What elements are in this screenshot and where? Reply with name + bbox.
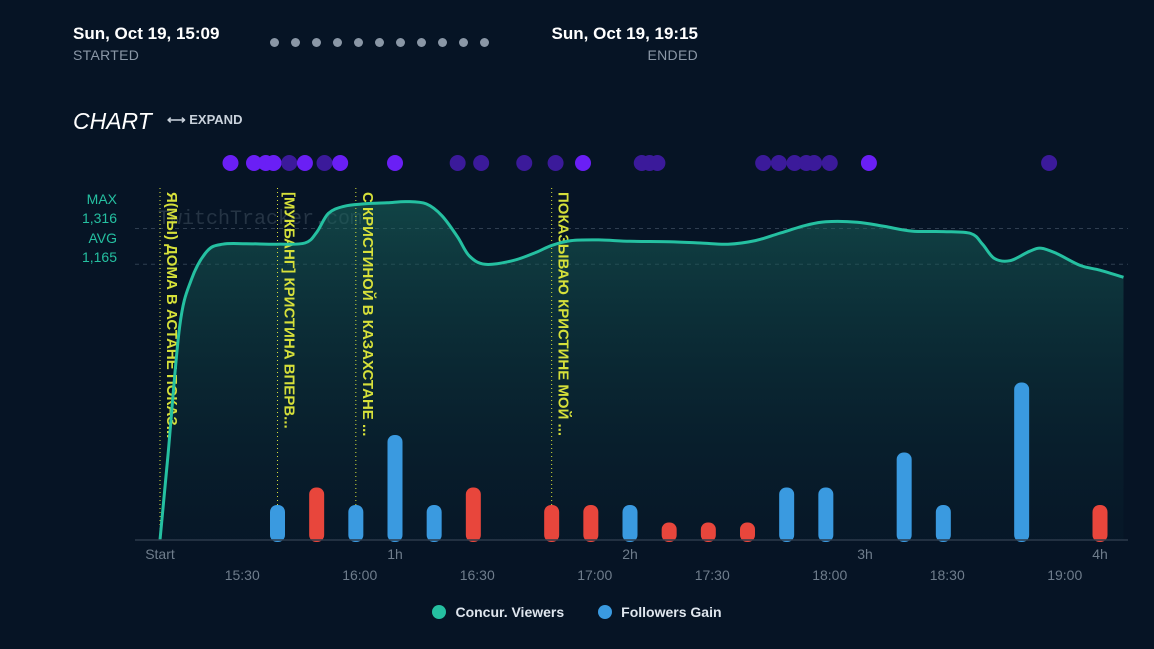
follower-bar-1 xyxy=(270,505,285,542)
follower-bar-2 xyxy=(309,487,325,542)
event-dot-18 xyxy=(755,155,772,171)
event-dot-20 xyxy=(786,155,803,171)
x-tick-16:30: 16:30 xyxy=(460,567,495,583)
avg-label: AVG xyxy=(88,230,117,246)
event-dot-17 xyxy=(649,155,666,171)
follower-bar-14 xyxy=(818,487,834,542)
event-dot-8 xyxy=(332,155,349,171)
follower-bar-11 xyxy=(700,522,716,542)
follower-bar-7 xyxy=(544,505,560,542)
x-tick-4h: 4h xyxy=(1092,546,1108,562)
stream-start: Sun, Oct 19, 15:09 STARTED xyxy=(73,24,219,63)
title-change-4: ПОКАЗЫВАЮ КРИСТИНЕ МОЙ ... xyxy=(555,192,573,436)
start-label: STARTED xyxy=(73,47,140,63)
x-tick-18:30: 18:30 xyxy=(930,567,965,583)
follower-bar-17 xyxy=(1014,382,1030,542)
stream-end: Sun, Oct 19, 19:15 ENDED xyxy=(552,24,698,63)
event-dot-4 xyxy=(265,155,282,171)
legend-viewers-label: Concur. Viewers xyxy=(455,604,565,620)
event-dot-14 xyxy=(575,155,591,171)
timeline-dots xyxy=(270,38,489,47)
end-label: ENDED xyxy=(647,47,698,63)
follower-bar-3 xyxy=(348,505,364,542)
event-dot-9 xyxy=(387,155,403,171)
chart-legend: Concur. Viewers Followers Gain xyxy=(0,604,1154,620)
title-change-3: С КРИСТИНОЙ В КАЗАХСТАНЕ ... xyxy=(359,192,377,436)
event-dot-2 xyxy=(246,155,262,171)
event-dot-25 xyxy=(1041,155,1058,171)
x-tick-15:30: 15:30 xyxy=(225,567,260,583)
event-dot-12 xyxy=(516,155,533,171)
title-change-2: [МУКБАНГ] КРИСТИНА ВПЕРВ... xyxy=(281,192,298,429)
viewers-area xyxy=(160,201,1124,540)
avg-value: 1,165 xyxy=(81,249,117,265)
follower-bar-9 xyxy=(622,505,638,542)
max-label: MAX xyxy=(86,191,117,207)
legend-viewers-swatch xyxy=(432,605,447,619)
follower-bar-4 xyxy=(387,435,403,542)
x-tick-3h: 3h xyxy=(857,546,873,562)
follower-bar-8 xyxy=(583,505,599,542)
legend-followers-swatch xyxy=(598,605,613,619)
follower-bar-10 xyxy=(661,522,677,542)
follower-bar-5 xyxy=(426,505,442,542)
event-dot-24 xyxy=(860,155,877,171)
event-dot-23 xyxy=(821,155,838,171)
expand-button[interactable]: ⟷ EXPAND xyxy=(167,112,243,127)
x-tick-Start: Start xyxy=(145,546,175,562)
follower-bar-18 xyxy=(1092,505,1108,542)
follower-bar-6 xyxy=(465,487,481,542)
follower-bar-13 xyxy=(779,487,795,542)
x-tick-17:30: 17:30 xyxy=(695,567,730,583)
viewers-line xyxy=(158,200,1124,541)
legend-followers[interactable]: Followers Gain xyxy=(598,604,722,620)
event-dot-5 xyxy=(281,155,298,171)
event-dot-6 xyxy=(296,155,313,171)
x-tick-19:00: 19:00 xyxy=(1047,567,1082,583)
event-dot-19 xyxy=(770,155,787,171)
chart-title: CHART xyxy=(73,108,152,134)
follower-bar-16 xyxy=(935,505,951,542)
start-time: Sun, Oct 19, 15:09 xyxy=(73,24,220,43)
event-dot-10 xyxy=(449,155,466,171)
max-value: 1,316 xyxy=(81,210,117,226)
x-tick-16:00: 16:00 xyxy=(342,567,377,583)
follower-bar-12 xyxy=(740,522,755,542)
event-dot-22 xyxy=(806,155,823,171)
event-dot-7 xyxy=(316,155,333,171)
legend-followers-label: Followers Gain xyxy=(621,604,722,620)
legend-viewers[interactable]: Concur. Viewers xyxy=(432,604,564,620)
end-time: Sun, Oct 19, 19:15 xyxy=(551,24,698,43)
watermark: TwitchTracker.com xyxy=(158,208,362,231)
x-tick-18:00: 18:00 xyxy=(812,567,847,583)
event-dot-1 xyxy=(222,155,239,171)
x-tick-2h: 2h xyxy=(622,546,638,562)
event-dot-13 xyxy=(547,155,564,171)
x-tick-1h: 1h xyxy=(387,546,403,562)
follower-bar-15 xyxy=(896,452,912,542)
event-dot-11 xyxy=(473,155,490,171)
x-tick-17:00: 17:00 xyxy=(577,567,612,583)
